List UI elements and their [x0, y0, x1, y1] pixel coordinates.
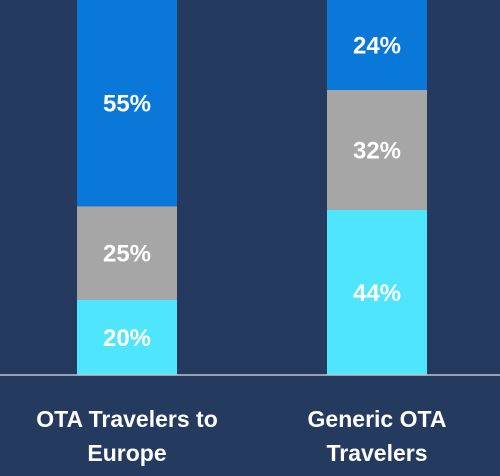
- bar-segment: [77, 0, 177, 207]
- bar-segment: [327, 0, 427, 90]
- data-label: 25%: [103, 240, 151, 267]
- data-label: 32%: [353, 137, 401, 164]
- x-tick-label: OTA Travelers to Europe: [36, 406, 218, 466]
- data-label: 24%: [353, 32, 401, 59]
- data-label: 55%: [103, 90, 151, 117]
- data-label: 44%: [353, 280, 401, 307]
- bar-segment: [327, 210, 427, 375]
- bar-segment: [327, 90, 427, 210]
- data-label: 20%: [103, 325, 151, 352]
- bar-segment: [77, 300, 177, 375]
- bar-segment: [77, 206, 177, 300]
- x-tick-label: Generic OTA Travelers: [307, 406, 447, 466]
